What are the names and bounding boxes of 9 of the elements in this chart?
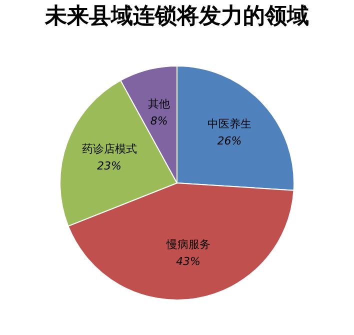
- data-label: 23%: [97, 160, 122, 173]
- chart-title: 未来县域连锁将发力的领域: [44, 3, 309, 29]
- data-label: 8%: [150, 114, 168, 128]
- data-label: 26%: [217, 134, 242, 148]
- slice-label: 药诊店模式: [82, 142, 137, 156]
- slice-label: 慢病服务: [165, 238, 210, 252]
- data-label: 43%: [176, 255, 200, 268]
- slice-label: 其他: [148, 97, 170, 110]
- slice-label: 中医养生: [207, 118, 252, 131]
